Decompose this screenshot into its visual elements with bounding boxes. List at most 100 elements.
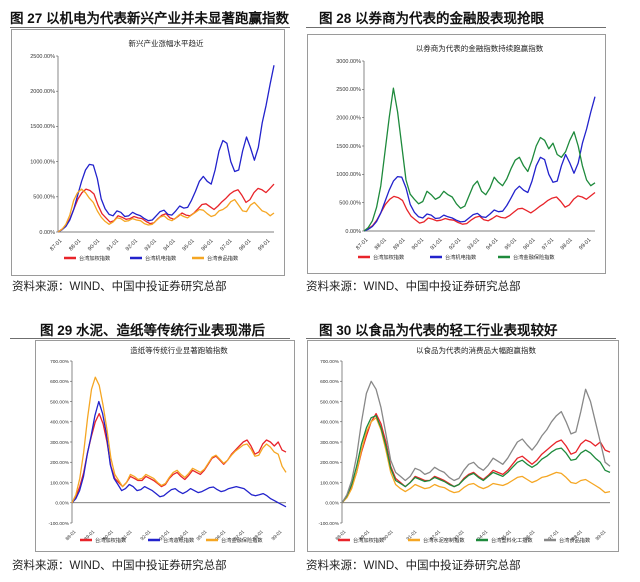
legend-label: 台湾金融保险指数 (221, 536, 263, 544)
y-tick-label: 1000.00% (30, 159, 55, 165)
figure-30-source: 资料来源：WIND、中国中投证券研究总部 (306, 560, 521, 572)
series-line-3 (363, 87, 596, 232)
x-tick-label: 95-01 (182, 238, 196, 252)
y-tick-label: 100.00% (320, 480, 340, 486)
figure-27-title: 图 27 以机电为代表新兴产业并未显著跑赢指数 (10, 11, 290, 26)
y-tick-label: 700.00% (50, 359, 70, 365)
legend-label: 台湾食品指数 (559, 536, 591, 544)
y-tick-label: 200.00% (50, 460, 70, 466)
x-tick-label: 90-01 (411, 237, 425, 251)
y-tick-label: -100.00% (48, 521, 69, 527)
x-tick-label: 87-01 (355, 237, 369, 251)
figure-28-title: 图 28 以券商为代表的金融股表现抢眼 (319, 11, 545, 26)
y-tick-label: 500.00% (50, 399, 70, 405)
y-tick-label: 300.00% (320, 440, 340, 446)
y-tick-label: 1000.00% (336, 172, 361, 178)
y-tick-label: 300.00% (50, 440, 70, 446)
figure-27-rule (10, 27, 290, 28)
y-tick-label: 2000.00% (336, 115, 361, 121)
x-tick-label: 99-01 (270, 529, 283, 542)
figure-28-rule (306, 27, 606, 28)
y-tick-label: 700.00% (320, 359, 340, 365)
legend-label: 台湾食品指数 (207, 254, 239, 262)
legend-label: 台湾金融保险指数 (513, 253, 555, 261)
x-tick-label: 89-01 (392, 237, 406, 251)
y-tick-label: 2500.00% (336, 87, 361, 93)
legend-label: 台湾机电指数 (145, 254, 177, 262)
figure-30-title: 图 30 以食品为代表的轻工行业表现较好 (319, 323, 558, 338)
series-line-1 (363, 191, 596, 232)
chart-title: 以券商为代表的金融指数持续跑赢指数 (416, 43, 544, 53)
y-tick-label: 0.00% (55, 501, 69, 507)
y-tick-label: 400.00% (50, 420, 70, 426)
series-line-2 (71, 400, 287, 508)
y-tick-label: 0.00% (39, 230, 55, 236)
legend-label: 台湾加权指数 (95, 536, 127, 544)
legend-label: 台湾加权指数 (353, 536, 385, 544)
x-tick-label: 99-01 (594, 529, 607, 542)
chart-28: 以券商为代表的金融指数持续跑赢指数 0.00% 500.00% 1000.00% 150… (336, 43, 596, 261)
legend-label: 台湾加权指数 (79, 254, 111, 262)
x-tick-label: 96-01 (200, 238, 214, 252)
legend-label: 台湾加权指数 (373, 253, 405, 261)
x-tick-label: 99-01 (578, 237, 592, 251)
y-tick-label: 600.00% (50, 379, 70, 385)
x-tick-label: 97-01 (219, 238, 233, 252)
x-tick-label: 96-01 (522, 237, 536, 251)
figure-27-source: 资料来源：WIND、中国中投证券研究总部 (12, 281, 227, 293)
x-tick-label: 88-01 (374, 237, 388, 251)
x-tick-label: 99-01 (257, 238, 271, 252)
y-tick-label: 600.00% (320, 379, 340, 385)
series-line-1 (71, 412, 287, 504)
series-line-2 (57, 65, 275, 233)
x-tick-label: 90-01 (87, 238, 101, 252)
x-tick-label: 91-01 (430, 237, 444, 251)
y-tick-label: -100.00% (318, 521, 339, 527)
y-tick-label: 0.00% (325, 501, 339, 507)
y-tick-label: 2000.00% (30, 89, 55, 95)
series-line-3 (71, 376, 287, 504)
series-line-2 (341, 417, 611, 504)
y-tick-label: 1500.00% (336, 144, 361, 150)
x-tick-label: 94-01 (485, 237, 499, 251)
figure-30-rule (306, 338, 616, 339)
y-tick-label: 500.00% (339, 200, 361, 206)
x-tick-label: 92-01 (448, 237, 462, 251)
chart-30: 以食品为代表的消费品大幅跑赢指数 -100.00% 0.00% 100.00% 200.… (318, 345, 611, 544)
x-tick-label: 93-01 (144, 238, 158, 252)
y-tick-label: 200.00% (320, 460, 340, 466)
legend-label: 台湾造纸指数 (163, 536, 195, 544)
legend-label: 台湾水泥窑制指数 (423, 536, 465, 544)
x-tick-label: 87-01 (49, 238, 63, 252)
chart-title: 以食品为代表的消费品大幅跑赢指数 (416, 345, 536, 355)
figure-27-panel: 新兴产业涨幅水平趋近 0.00% 500.00% 1000.00% 1500.00% 20… (11, 29, 285, 276)
x-tick-label: 94-01 (163, 238, 177, 252)
chart-title: 新兴产业涨幅水平趋近 (129, 38, 204, 48)
series-line-1 (57, 183, 275, 233)
series-line-3 (57, 188, 275, 233)
figure-29-title: 图 29 水泥、造纸等传统行业表现滞后 (40, 323, 266, 338)
figure-29-source: 资料来源：WIND、中国中投证券研究总部 (12, 560, 227, 572)
y-tick-label: 2500.00% (30, 54, 55, 60)
figure-28-panel: 以券商为代表的金融指数持续跑赢指数 0.00% 500.00% 1000.00% 150… (307, 34, 606, 274)
figure-29-panel: 造纸等传统行业显著跑输指数 -100.00% 0.00% 100.00% 200.00%… (35, 340, 295, 552)
x-tick-label: 92-01 (125, 238, 139, 252)
x-tick-label: 91-01 (106, 238, 120, 252)
series-line-3 (341, 415, 611, 504)
x-tick-label: 88-01 (68, 238, 82, 252)
x-tick-label: 88-01 (64, 529, 77, 542)
y-tick-label: 500.00% (33, 195, 55, 201)
series-line-1 (341, 412, 611, 504)
x-tick-label: 98-01 (560, 237, 574, 251)
y-tick-label: 500.00% (320, 399, 340, 405)
figure-28-source: 资料来源：WIND、中国中投证券研究总部 (306, 281, 521, 293)
y-tick-label: 400.00% (320, 420, 340, 426)
x-tick-label: 93-01 (467, 237, 481, 251)
x-tick-label: 98-01 (238, 238, 252, 252)
series-line-4 (341, 380, 611, 504)
chart-29: 造纸等传统行业显著跑输指数 -100.00% 0.00% 100.00% 200.00%… (48, 345, 287, 544)
y-tick-label: 100.00% (50, 480, 70, 486)
x-tick-label: 97-01 (541, 237, 555, 251)
x-tick-label: 95-01 (504, 237, 518, 251)
chart-title: 造纸等传统行业显著跑输指数 (130, 345, 228, 355)
